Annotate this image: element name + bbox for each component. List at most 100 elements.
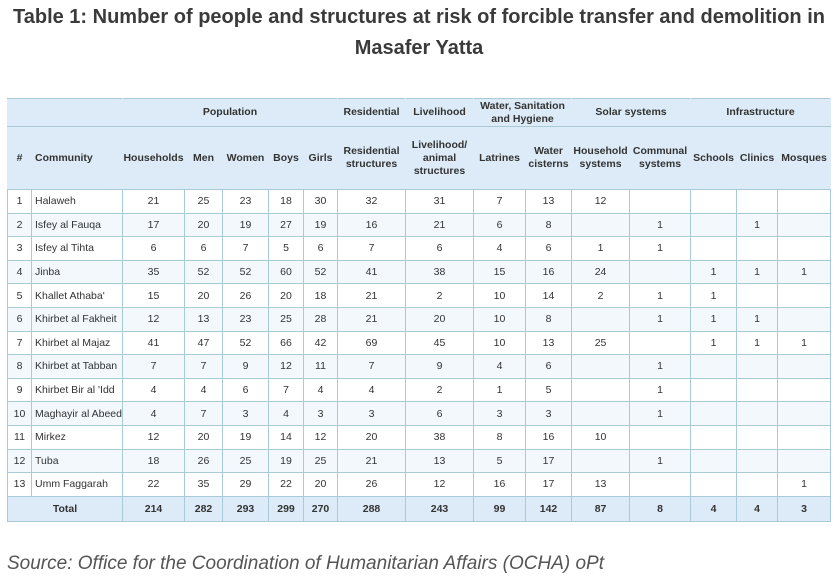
cell-value: 5 (525, 377, 573, 403)
cell-value: 13 (571, 472, 631, 497)
cell-value: 13 (525, 330, 573, 356)
total-value: 214 (122, 495, 185, 522)
cell-value: 4 (268, 401, 304, 426)
cell-value: 3 (222, 401, 269, 426)
cell-value: 13 (405, 448, 475, 474)
cell-value: 31 (405, 189, 475, 214)
total-value: 282 (184, 495, 223, 522)
cell-value: 13 (184, 306, 223, 332)
cell-value: 6 (473, 212, 527, 238)
cell-value (571, 354, 631, 379)
cell-value: 2 (405, 377, 475, 403)
group-header: Residential (337, 98, 407, 127)
table-row: 10 Maghayir al Abeed 4 7 3 4 3 3 6 3 3 1 (7, 401, 832, 426)
cell-value: 2 (571, 283, 631, 308)
total-value: 270 (302, 495, 339, 522)
cell-value: 18 (122, 448, 185, 474)
community-name: Isfey al Tihta (31, 236, 123, 261)
cell-value: 35 (184, 472, 223, 497)
cell-value (690, 354, 738, 379)
total-value: 8 (629, 495, 692, 522)
cell-value: 23 (222, 189, 269, 214)
cell-value: 6 (525, 354, 573, 379)
community-name: Khirbet Bir al 'Idd (31, 377, 123, 403)
cell-value: 20 (268, 283, 304, 308)
cell-value: 3 (302, 401, 339, 426)
cell-value: 19 (222, 424, 269, 450)
cell-value: 1 (629, 236, 692, 261)
cell-value (736, 448, 779, 474)
cell-value (777, 236, 832, 261)
cell-value: 14 (268, 424, 304, 450)
cell-value: 17 (525, 448, 573, 474)
cell-value: 24 (571, 259, 631, 285)
cell-value (777, 424, 832, 450)
cell-value: 41 (122, 330, 185, 356)
cell-value (571, 212, 631, 238)
column-header: Communal systems (629, 126, 692, 190)
cell-value: 21 (405, 212, 475, 238)
community-name: Isfey al Fauqa (31, 212, 123, 238)
cell-value: 3 (473, 401, 527, 426)
cell-value: 4 (473, 354, 527, 379)
cell-value (777, 448, 832, 474)
cell-value (736, 236, 779, 261)
cell-value: 1 (736, 330, 779, 356)
cell-value: 26 (222, 283, 269, 308)
cell-value: 1 (777, 330, 832, 356)
cell-value: 1 (629, 283, 692, 308)
cell-value: 8 (473, 424, 527, 450)
cell-value: 25 (184, 189, 223, 214)
cell-value: 5 (268, 236, 304, 261)
cell-value: 52 (222, 330, 269, 356)
cell-value (777, 212, 832, 238)
source-note: Source: Office for the Coordination of H… (7, 553, 604, 574)
cell-value: 21 (337, 448, 407, 474)
community-name: Khirbet al Fakheit (31, 306, 123, 332)
cell-value: 25 (268, 306, 304, 332)
cell-value: 38 (405, 424, 475, 450)
cell-value (690, 189, 738, 214)
cell-value: 8 (525, 212, 573, 238)
column-header: Women (222, 126, 269, 190)
cell-value: 9 (222, 354, 269, 379)
total-value: 99 (473, 495, 527, 522)
cell-value: 4 (184, 377, 223, 403)
row-number: 10 (7, 401, 32, 426)
table-row: 11 Mirkez 12 20 19 14 12 20 38 8 16 10 (7, 424, 832, 450)
column-header: Boys (268, 126, 304, 190)
cell-value: 16 (337, 212, 407, 238)
column-header: Livelihood/ animal structures (405, 126, 475, 190)
cell-value: 32 (337, 189, 407, 214)
row-number: 8 (7, 354, 32, 379)
community-name: Khirbet al Majaz (31, 330, 123, 356)
cell-value: 16 (525, 259, 573, 285)
row-number: 3 (7, 236, 32, 261)
table-title: Table 1: Number of people and structures… (13, 6, 825, 59)
column-header: Water cisterns (525, 126, 573, 190)
total-value: 87 (571, 495, 631, 522)
total-value: 4 (690, 495, 738, 522)
cell-value: 1 (473, 377, 527, 403)
column-header: Men (184, 126, 223, 190)
column-header: Residential structures (337, 126, 407, 190)
cell-value: 16 (473, 472, 527, 497)
table-row: 1 Halaweh 21 25 23 18 30 32 31 7 13 12 (7, 189, 832, 214)
total-row: Total 214 282 293 299 270 288 243 99 142 87 8 4 4 3 (7, 495, 832, 522)
row-number: 5 (7, 283, 32, 308)
cell-value: 47 (184, 330, 223, 356)
cell-value: 1 (629, 401, 692, 426)
cell-value: 4 (122, 377, 185, 403)
cell-value: 26 (184, 448, 223, 474)
community-name: Maghayir al Abeed (31, 401, 123, 426)
cell-value (690, 424, 738, 450)
cell-value: 29 (222, 472, 269, 497)
cell-value: 9 (405, 354, 475, 379)
cell-value: 35 (122, 259, 185, 285)
community-name: Tuba (31, 448, 123, 474)
column-header: Schools (690, 126, 738, 190)
cell-value: 1 (690, 330, 738, 356)
total-value: 293 (222, 495, 269, 522)
cell-value: 15 (122, 283, 185, 308)
cell-value (736, 424, 779, 450)
